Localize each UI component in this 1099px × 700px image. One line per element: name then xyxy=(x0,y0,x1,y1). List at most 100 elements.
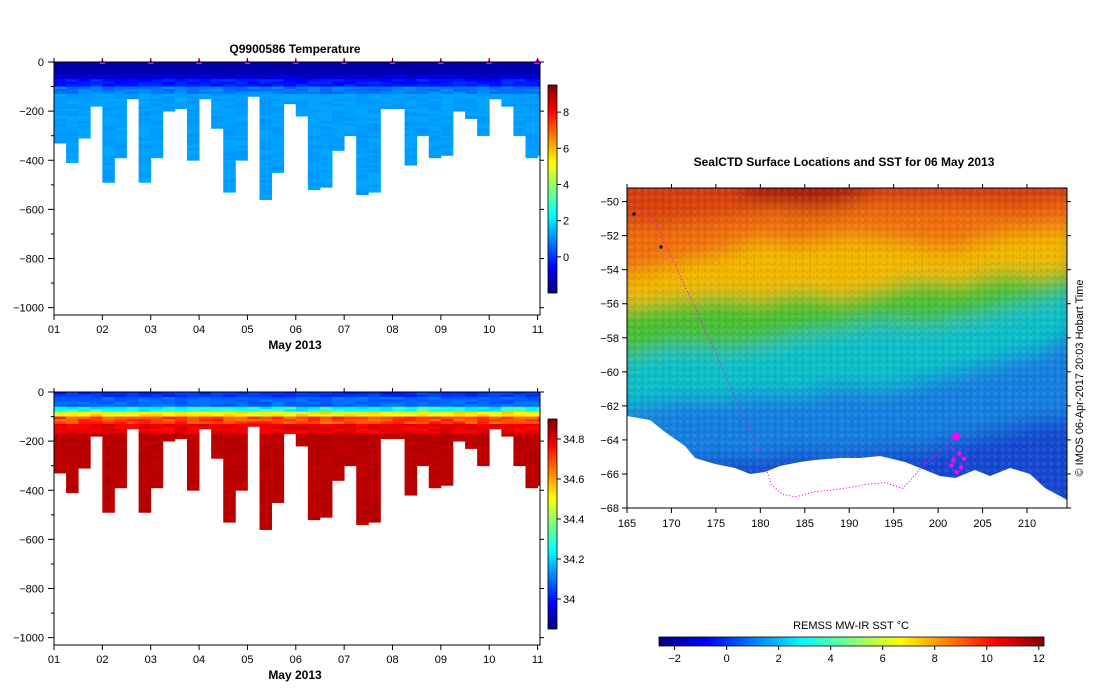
profile-cell xyxy=(404,69,418,73)
profile-cell xyxy=(525,130,538,134)
profile-cell xyxy=(271,453,285,457)
profile-cell xyxy=(138,79,152,83)
profile-cell xyxy=(356,84,369,87)
profile-cell xyxy=(319,480,333,484)
profile-cell xyxy=(102,480,115,484)
profile-cell xyxy=(78,84,91,87)
profile-cell xyxy=(114,460,127,464)
profile-cell xyxy=(319,177,333,181)
profile-cell xyxy=(66,401,79,405)
profile-cell xyxy=(307,482,321,486)
profile-cell xyxy=(271,96,285,100)
profile-cell xyxy=(307,421,321,425)
profile-cell xyxy=(428,64,442,68)
profile-cell xyxy=(537,477,541,481)
profile-cell xyxy=(452,438,466,442)
profile-cell xyxy=(440,401,454,405)
profile-cell xyxy=(66,460,79,464)
profile-cell xyxy=(114,411,127,415)
profile-cell xyxy=(319,495,333,499)
profile-cell xyxy=(368,492,381,496)
profile-cell xyxy=(271,482,285,486)
profile-cell xyxy=(428,409,442,413)
profile-cell xyxy=(223,509,236,513)
profile-cell xyxy=(78,463,91,467)
profile-cell xyxy=(525,436,538,440)
profile-cell xyxy=(513,81,526,85)
profile-cell xyxy=(368,172,381,176)
profile-cell xyxy=(404,103,418,107)
profile-cell xyxy=(102,414,115,417)
profile-cell xyxy=(78,396,91,400)
profile-cell xyxy=(513,133,526,137)
profile-cell xyxy=(368,143,381,146)
profile-cell xyxy=(259,404,273,408)
profile-cell xyxy=(259,426,273,430)
profile-cell xyxy=(126,396,140,400)
profile-cell xyxy=(186,443,200,447)
profile-cell xyxy=(138,416,152,420)
profile-cell xyxy=(138,404,152,408)
profile-cell xyxy=(138,490,152,494)
profile-cell xyxy=(223,416,236,420)
profile-cell xyxy=(259,62,273,65)
profile-cell xyxy=(66,406,79,410)
profile-cell xyxy=(54,116,67,119)
profile-cell xyxy=(513,106,526,110)
profile-cell xyxy=(368,392,381,395)
profile-cell xyxy=(271,66,285,70)
profile-cell xyxy=(392,426,405,430)
profile-cell xyxy=(211,443,224,447)
profile-cell xyxy=(114,477,127,481)
profile-cell xyxy=(307,453,321,457)
profile-cell xyxy=(283,62,297,65)
profile-cell xyxy=(440,96,454,100)
profile-cell xyxy=(489,86,502,90)
profile-cell xyxy=(186,394,200,398)
profile-cell xyxy=(114,79,127,83)
profile-cell xyxy=(138,157,152,161)
profile-cell xyxy=(235,84,248,87)
profile-cell xyxy=(428,79,442,83)
profile-cell xyxy=(114,118,127,122)
profile-cell xyxy=(150,392,164,395)
profile-cell xyxy=(537,423,541,427)
profile-cell xyxy=(440,428,454,432)
profile-cell xyxy=(404,74,418,78)
profile-cell xyxy=(102,468,115,472)
profile-cell xyxy=(102,436,115,440)
profile-cell xyxy=(66,160,79,164)
profile-cell xyxy=(392,76,405,80)
profile-cell xyxy=(319,502,333,506)
profile-cell xyxy=(235,394,248,398)
profile-cell xyxy=(102,443,115,447)
profile-cell xyxy=(78,419,91,422)
profile-cell xyxy=(501,84,514,87)
profile-cell xyxy=(332,465,345,469)
profile-cell xyxy=(235,399,248,403)
profile-cell xyxy=(368,140,381,144)
profile-cell xyxy=(211,416,224,420)
profile-cell xyxy=(368,519,381,523)
profile-cell xyxy=(307,133,321,137)
profile-cell xyxy=(186,133,200,137)
profile-cell xyxy=(102,165,115,169)
profile-cell xyxy=(452,411,466,415)
profile-cell xyxy=(428,463,442,467)
profile-cell xyxy=(307,93,321,97)
profile-cell xyxy=(332,433,345,437)
profile-cell xyxy=(404,138,418,142)
profile-cell xyxy=(259,450,273,454)
profile-cell xyxy=(465,416,478,420)
profile-cell xyxy=(525,91,538,95)
profile-cell xyxy=(199,93,212,97)
profile-cell xyxy=(465,421,478,425)
profile-cell xyxy=(344,116,357,119)
profile-cell xyxy=(356,450,369,454)
profile-cell xyxy=(501,394,514,398)
profile-cell xyxy=(223,103,236,107)
profile-cell xyxy=(295,66,309,70)
profile-cell xyxy=(102,98,115,102)
profile-cell xyxy=(332,426,345,430)
profile-cell xyxy=(138,482,152,486)
